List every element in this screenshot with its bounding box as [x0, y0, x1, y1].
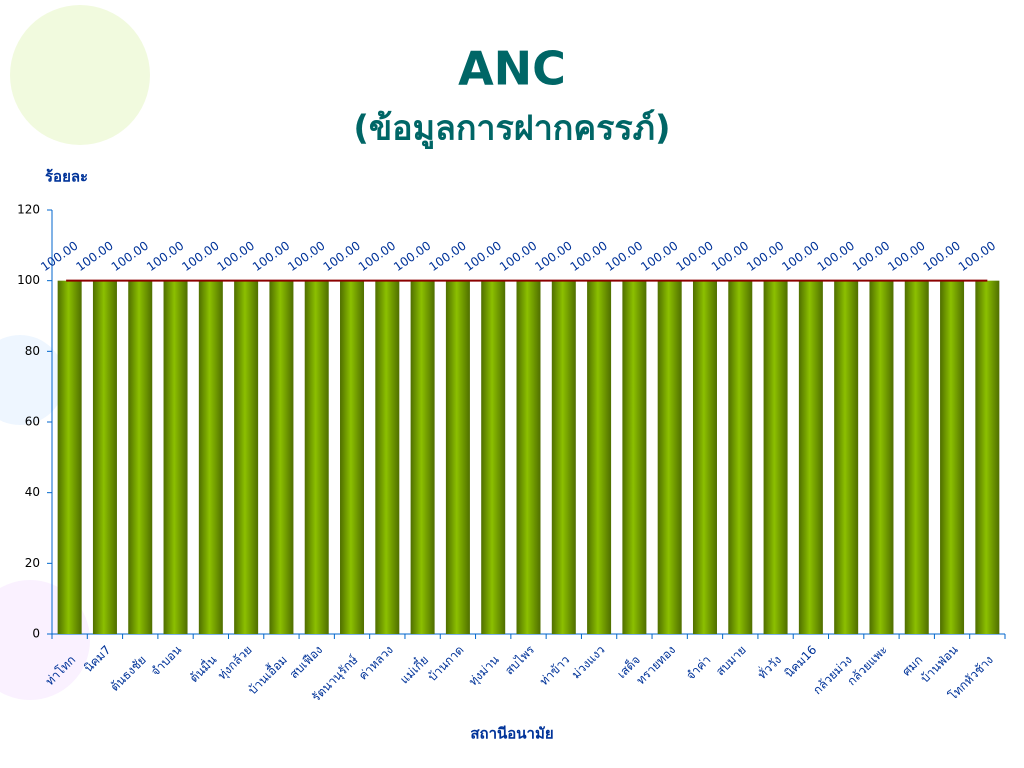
bar: [234, 280, 259, 634]
bar: [622, 280, 647, 634]
value-label: 100.00: [179, 238, 221, 274]
bar: [940, 280, 965, 634]
bar: [410, 280, 435, 634]
value-label: 100.00: [850, 238, 892, 274]
x-tick-label: ต้นมื่น: [185, 651, 219, 685]
value-label: 100.00: [603, 238, 645, 274]
value-label: 100.00: [285, 238, 327, 274]
bar: [763, 280, 788, 634]
value-label: 100.00: [885, 238, 927, 274]
bar: [304, 280, 329, 634]
bar: [92, 280, 117, 634]
value-label: 100.00: [673, 238, 715, 274]
x-tick-label: ทุ่งกล้วย: [215, 643, 255, 683]
x-tick-label: ทุ่งม่าน: [466, 653, 503, 690]
bar: [57, 280, 82, 634]
x-tick-label: สบมาย: [713, 643, 749, 679]
bar: [375, 280, 400, 634]
bar: [551, 280, 576, 634]
chart-title: ANC: [458, 42, 566, 96]
x-tick-label: แม่เกี๋ย: [395, 651, 431, 687]
bar: [798, 280, 823, 634]
y-tick-label: 20: [25, 556, 40, 570]
value-label: 100.00: [321, 238, 363, 274]
x-tick-label: ค่าหลวง: [356, 643, 396, 683]
bar: [269, 280, 294, 634]
y-tick-label: 100: [17, 273, 40, 287]
bar: [657, 280, 682, 634]
x-tick-label: สบไพร: [502, 642, 537, 677]
bar: [834, 280, 859, 634]
bar: [163, 280, 188, 634]
bar: [481, 280, 506, 634]
x-tick-label: จำค่า: [683, 653, 713, 683]
y-tick-label: 80: [25, 344, 40, 358]
value-label: 100.00: [744, 238, 786, 274]
x-tick-label: จำบอน: [148, 643, 184, 679]
x-tick-label: โทกหัวช้าง: [946, 653, 996, 703]
x-tick-label: สบเฟือง: [287, 643, 326, 682]
bar: [516, 280, 541, 634]
bar: [975, 280, 1000, 634]
bar: [587, 280, 612, 634]
x-tick-label: ต้นธงชัย: [108, 653, 149, 694]
value-label: 100.00: [956, 238, 998, 274]
bar: [340, 280, 365, 634]
value-label: 100.00: [638, 238, 680, 274]
x-tick-label: บ้านเอื้อม: [244, 651, 290, 697]
x-tick-label: บ้านกาด: [425, 643, 466, 684]
y-tick-label: 120: [17, 203, 40, 217]
x-tick-label: นิคม16: [782, 643, 820, 681]
value-label: 100.00: [38, 238, 80, 274]
x-tick-label: ม่วงแงว: [569, 643, 608, 682]
x-tick-label: ทั่ววัง: [754, 651, 785, 682]
bar: [128, 280, 153, 634]
value-label: 100.00: [462, 238, 504, 274]
value-label: 100.00: [144, 238, 186, 274]
y-tick-label: 60: [25, 415, 40, 429]
value-label: 100.00: [426, 238, 468, 274]
value-label: 100.00: [709, 238, 751, 274]
x-tick-label: ท่าข้าว: [537, 653, 573, 689]
value-label: 100.00: [356, 238, 398, 274]
bar: [728, 280, 753, 634]
bar: [198, 280, 223, 634]
value-label: 100.00: [73, 238, 115, 274]
bar: [869, 280, 894, 634]
x-axis-title: สถานีอนามัย: [470, 725, 553, 743]
bar: [904, 280, 929, 634]
value-label: 100.00: [215, 238, 257, 274]
value-label: 100.00: [497, 238, 539, 274]
value-label: 100.00: [568, 238, 610, 274]
y-tick-label: 40: [25, 485, 40, 499]
x-tick-label: บ้านฟ่อน: [918, 643, 961, 686]
y-tick-label: 0: [32, 627, 40, 641]
bar: [692, 280, 717, 634]
value-label: 100.00: [815, 238, 857, 274]
value-label: 100.00: [779, 238, 821, 274]
value-label: 100.00: [532, 238, 574, 274]
chart-subtitle: (ข้อมูลการฝากครรภ์): [353, 109, 670, 150]
value-label: 100.00: [921, 238, 963, 274]
value-label: 100.00: [391, 238, 433, 274]
value-label: 100.00: [250, 238, 292, 274]
bar: [445, 280, 470, 634]
value-label: 100.00: [109, 238, 151, 274]
y-axis-title: ร้อยละ: [45, 168, 88, 186]
